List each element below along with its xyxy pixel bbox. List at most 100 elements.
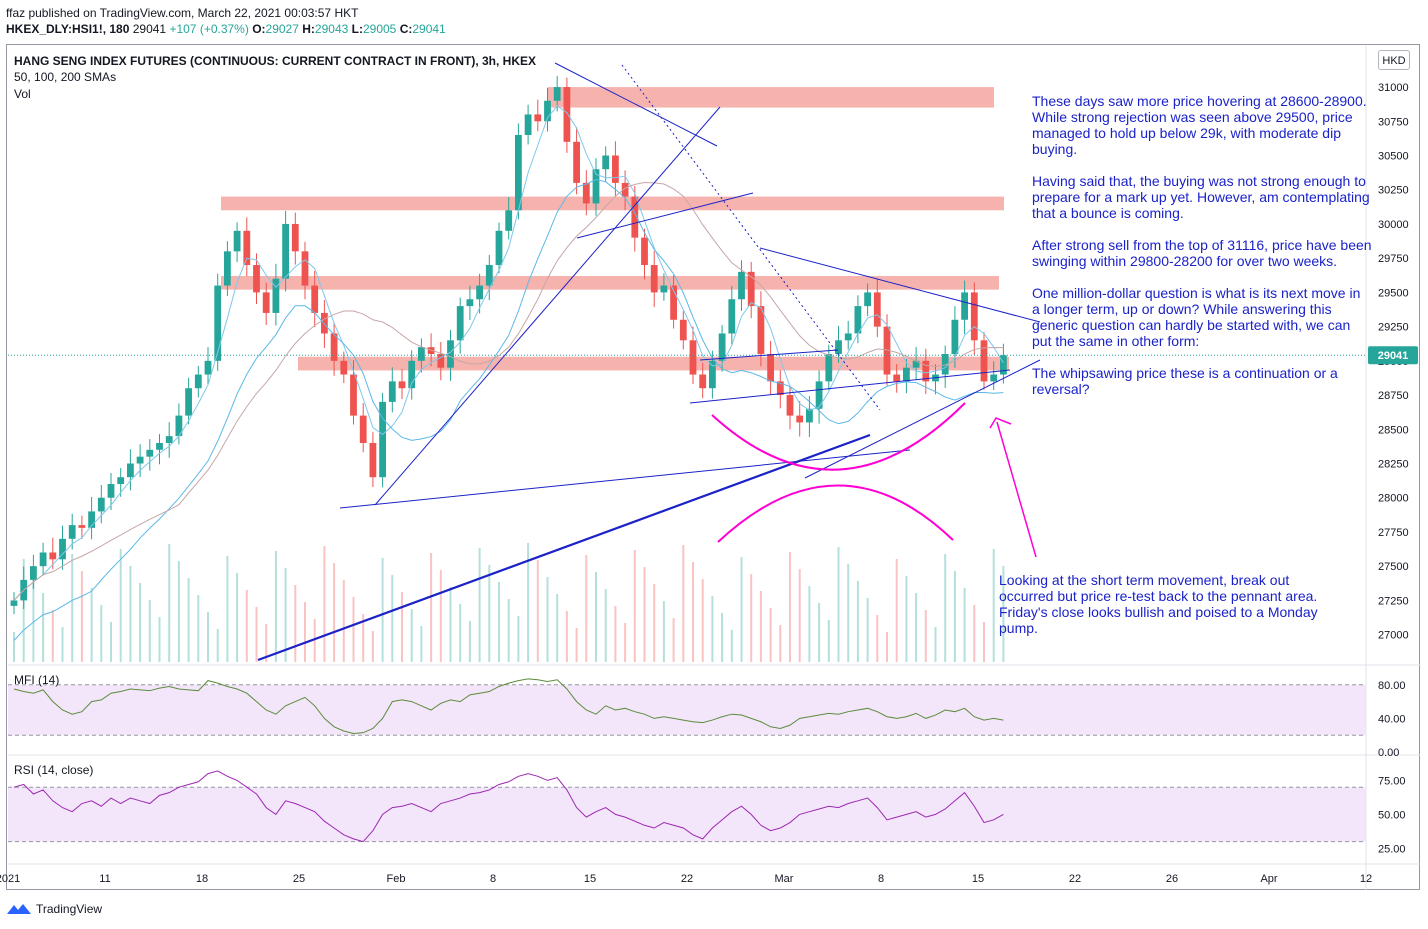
- volume-bar: [449, 587, 452, 662]
- last-price-tag: [1368, 346, 1418, 365]
- trend-line: [759, 247, 1041, 323]
- sma-50-line: [13, 105, 1004, 601]
- volume-bar: [139, 583, 142, 662]
- time-tick-label: 11: [99, 873, 110, 885]
- trend-line: [257, 433, 871, 662]
- candle: [796, 415, 804, 423]
- ohlc-l-label: L:: [351, 22, 363, 36]
- candle: [437, 354, 445, 368]
- volume-bar: [915, 593, 918, 662]
- volume-bar: [507, 599, 510, 662]
- price-tick-label: 28750: [1378, 390, 1409, 402]
- price-tick-label: 27750: [1378, 527, 1409, 539]
- volume-bar: [527, 543, 530, 662]
- volume-bar: [546, 577, 549, 662]
- time-tick-label: 25: [293, 873, 305, 885]
- candle: [602, 155, 610, 170]
- volume-bar: [614, 606, 617, 662]
- rsi-line: [13, 770, 1004, 843]
- volume-bar: [420, 626, 423, 662]
- volume-bar: [740, 557, 743, 662]
- volume-bar: [323, 546, 326, 662]
- volume-bar: [478, 548, 481, 662]
- resistance-zone: [298, 356, 1009, 371]
- time-tick-label: Feb: [387, 873, 406, 885]
- candle: [388, 381, 396, 402]
- volume-bar: [148, 600, 151, 662]
- tradingview-logo-icon: [7, 904, 31, 914]
- volume-bar: [856, 581, 859, 662]
- mfi-line: [13, 678, 1004, 735]
- candle: [146, 449, 154, 457]
- volume-bar: [51, 610, 54, 662]
- candle: [379, 401, 386, 478]
- volume-bar: [42, 593, 45, 662]
- candle: [466, 299, 474, 307]
- sma-legend[interactable]: 50, 100, 200 SMAs: [14, 70, 117, 84]
- volume-bar: [197, 595, 200, 662]
- mfi-legend[interactable]: MFI (14): [14, 673, 60, 687]
- candle: [689, 340, 697, 375]
- volume-bar: [468, 621, 471, 662]
- price-change: +107 (+0.37%): [169, 22, 249, 36]
- candle: [893, 374, 901, 382]
- candle: [350, 374, 357, 416]
- volume-bar: [769, 608, 772, 662]
- volume-bar: [255, 607, 258, 662]
- candle: [311, 285, 319, 313]
- volume-bar: [90, 588, 93, 662]
- candle: [767, 354, 774, 382]
- time-tick-label: Apr: [1260, 873, 1277, 885]
- volume-bar: [488, 565, 491, 662]
- volume-bar: [992, 549, 995, 662]
- rsi-legend[interactable]: RSI (14, close): [14, 763, 94, 777]
- symbol-name[interactable]: HKEX_DLY:HSI1!, 180: [6, 22, 130, 36]
- candle: [679, 319, 687, 341]
- time-tick-label: 8: [490, 873, 496, 885]
- volume-bar: [381, 558, 384, 662]
- volume-bar: [352, 597, 355, 662]
- volume-bar: [682, 545, 685, 662]
- candle: [272, 278, 280, 313]
- footer-brand[interactable]: TradingView: [6, 902, 102, 916]
- candle: [650, 265, 658, 293]
- volume-bar: [565, 611, 568, 662]
- candle: [68, 525, 76, 539]
- volume-legend[interactable]: Vol: [14, 87, 31, 101]
- volume-bar: [110, 622, 112, 662]
- resistance-zone: [221, 275, 999, 290]
- candle: [854, 306, 862, 334]
- volume-bar: [207, 612, 209, 662]
- last-price-tag-label: 29041: [1378, 350, 1409, 362]
- candle: [515, 134, 522, 211]
- timezone-button[interactable]: HKD: [1378, 50, 1410, 70]
- volume-bar: [866, 598, 869, 662]
- time-tick-label: 15: [972, 873, 984, 885]
- candle: [951, 319, 959, 354]
- volume-bar: [721, 613, 724, 662]
- price-tick-label: 30000: [1378, 219, 1409, 231]
- candle: [49, 552, 57, 560]
- volume-bar: [342, 580, 345, 662]
- price-tick-label: 28000: [1378, 493, 1409, 505]
- candle: [476, 285, 483, 300]
- volume-bar: [886, 632, 888, 662]
- arrow-head: [989, 417, 1012, 429]
- volume-bar: [313, 619, 316, 662]
- trend-line: [374, 106, 721, 506]
- price-tick-label: 29500: [1378, 287, 1409, 299]
- time-tick-label: 26: [1166, 873, 1178, 885]
- volume-bar: [798, 569, 801, 662]
- volume-bar: [643, 567, 646, 662]
- candle: [127, 463, 134, 478]
- arrow-shaft: [996, 421, 1037, 558]
- candle: [340, 360, 348, 375]
- candle: [786, 395, 794, 416]
- volume-bar: [895, 559, 898, 662]
- trend-line: [554, 62, 718, 147]
- volume-bar: [759, 591, 762, 662]
- price-tick-label: 27000: [1378, 630, 1409, 642]
- resistance-zone: [221, 196, 1004, 211]
- volume-bar: [517, 616, 520, 662]
